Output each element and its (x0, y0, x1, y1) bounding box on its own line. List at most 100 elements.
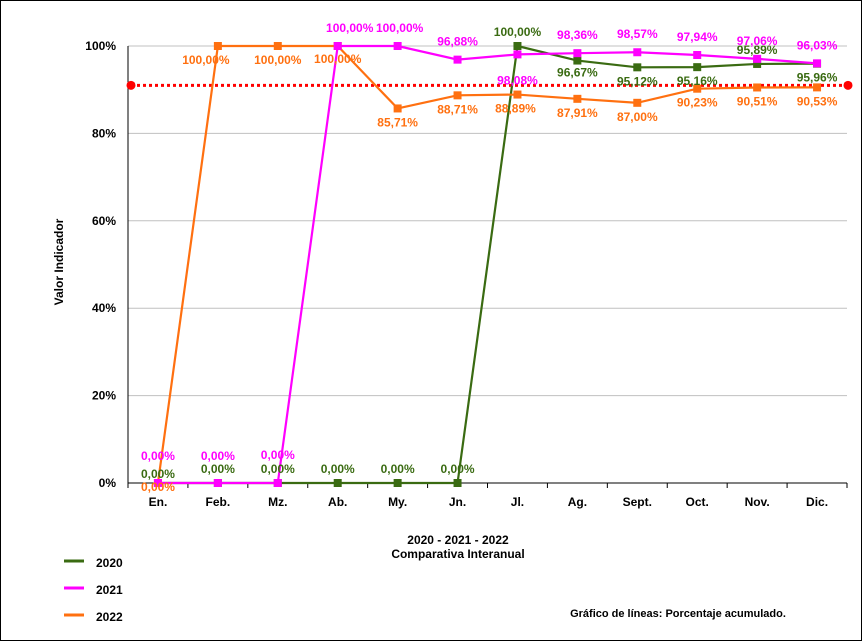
data-point-2020 (693, 63, 702, 72)
data-point-2021 (393, 42, 402, 50)
data-label-2021: 97,06% (737, 34, 778, 48)
data-point-2021 (633, 48, 642, 57)
y-axis-ticks: 0% 20% 40% 60% 80% 100% (85, 39, 116, 490)
data-point-2022 (453, 91, 462, 100)
legend-label-2022: 2022 (96, 610, 123, 624)
data-label-2021: 0,00% (201, 449, 235, 463)
data-point-2020 (513, 42, 522, 50)
data-label-2020: 0,00% (141, 467, 175, 481)
data-point-2020 (573, 56, 582, 65)
data-label-2020: 95,12% (617, 74, 658, 88)
data-label-2020: 0,00% (201, 462, 235, 476)
x-tick-label: Jl. (511, 495, 524, 509)
data-label-2021: 97,94% (677, 30, 718, 44)
data-label-2022: 90,51% (737, 94, 778, 108)
chart-note: Gráfico de líneas: Porcentaje acumulado. (570, 608, 786, 620)
y-tick-label: 60% (92, 214, 116, 228)
data-point-2022 (693, 84, 702, 93)
data-point-2022 (213, 42, 222, 50)
data-label-2022: 85,71% (377, 115, 418, 129)
reference-line-start-marker (126, 80, 136, 90)
data-label-2022: 87,91% (557, 106, 598, 120)
x-tick-label: Jn. (449, 495, 466, 509)
legend-label-2021: 2021 (96, 583, 123, 597)
x-tick-label: Feb. (206, 495, 231, 509)
data-label-2021: 100,00% (326, 21, 374, 35)
x-tick-label: Ag. (568, 495, 587, 509)
x-tick-label: Dic. (806, 495, 828, 509)
data-point-2020 (333, 479, 342, 487)
data-label-2020: 95,96% (797, 71, 838, 85)
x-tick-label: My. (388, 495, 407, 509)
data-point-2022 (813, 83, 822, 92)
x-tick-label: Mz. (268, 495, 287, 509)
data-label-2021: 100,00% (376, 21, 424, 35)
data-label-2022: 100,00% (254, 53, 302, 67)
data-label-2020: 0,00% (441, 462, 475, 476)
data-label-2022: 90,23% (677, 96, 718, 110)
data-labels: 0,00% 0,00% 0,00% 0,00% 0,00% 0,00%100,00%96,… (141, 21, 838, 494)
data-point-2022 (753, 83, 762, 92)
data-point-2020 (393, 479, 402, 487)
data-point-2022 (633, 98, 642, 107)
data-label-2021: 98,57% (617, 27, 658, 41)
data-label-2021: 96,88% (437, 35, 478, 49)
series-line-2022 (156, 44, 818, 484)
data-point-2021 (273, 479, 282, 487)
x-tick-label: En. (149, 495, 168, 509)
data-point-2021 (513, 50, 522, 59)
series-line-2021 (157, 44, 818, 485)
x-axis-title-line1: 2020 - 2021 - 2022 (407, 533, 509, 547)
data-point-2021 (213, 479, 222, 487)
data-point-2022 (273, 42, 282, 50)
y-tick-label: 0% (99, 476, 117, 490)
data-label-2020: 95,89% (737, 43, 778, 57)
data-point-2021 (753, 54, 762, 63)
data-label-2021: 98,08% (497, 73, 538, 87)
data-point-2021 (333, 42, 342, 50)
x-tick-label: Ab. (328, 495, 347, 509)
reference-line-end-marker (843, 80, 853, 90)
data-label-2022: 90,53% (797, 94, 838, 108)
data-point-2020 (453, 479, 462, 487)
data-point-2021 (573, 49, 582, 58)
data-label-2022: 100,00% (314, 52, 362, 66)
data-label-2022: 100,00% (182, 53, 230, 67)
y-tick-label: 80% (92, 126, 116, 140)
data-point-2020 (753, 59, 762, 68)
data-label-2020: 100,00% (494, 25, 542, 39)
data-label-2021: 0,00% (141, 449, 175, 463)
data-point-2021 (453, 55, 462, 64)
y-tick-label: 100% (85, 39, 116, 53)
data-label-2022: 88,71% (437, 102, 478, 116)
x-tick-label: Oct. (686, 495, 709, 509)
data-label-2022: 88,89% (495, 102, 536, 116)
data-point-2022 (393, 104, 402, 113)
data-label-2020: 95,16% (677, 74, 718, 88)
x-tick-label: Sept. (623, 495, 652, 509)
data-point-2020 (633, 63, 642, 72)
data-label-2020: 0,00% (381, 462, 415, 476)
data-label-2022: 87,00% (617, 110, 658, 124)
data-label-2020: 0,00% (261, 462, 295, 476)
data-label-2022: 0,00% (141, 480, 175, 494)
series-line-2020 (157, 44, 818, 485)
data-point-2022 (573, 94, 582, 103)
data-label-2020: 0,00% (321, 462, 355, 476)
x-axis-title-line2: Comparativa Interanual (391, 547, 524, 561)
x-tick-label: Nov. (745, 495, 770, 509)
y-axis-title: Valor Indicador (52, 218, 66, 305)
data-point-2021 (813, 59, 822, 68)
reference-line (126, 80, 853, 90)
data-point-2021 (153, 479, 162, 487)
x-axis-ticks: En. Feb. Mz. Ab. My. Jn. Jl. Ag. Sept. Oct. Nov. Di… (127, 483, 848, 509)
data-point-2022 (513, 90, 522, 99)
data-label-2021: 98,36% (557, 28, 598, 42)
data-label-2020: 96,67% (557, 66, 598, 80)
data-point-2021 (693, 51, 702, 60)
data-label-2021: 0,00% (261, 448, 295, 462)
y-tick-label: 20% (92, 389, 116, 403)
legend-label-2020: 2020 (96, 556, 123, 570)
